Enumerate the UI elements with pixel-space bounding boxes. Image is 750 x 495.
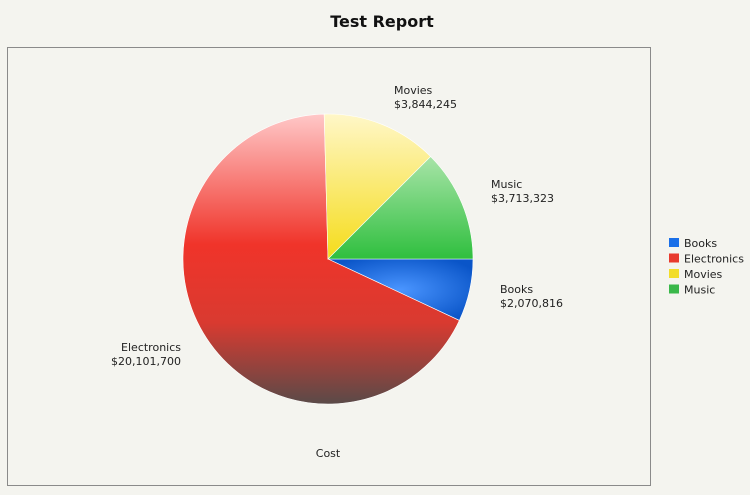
data-label-category-books: Books bbox=[500, 283, 533, 296]
data-label-value-books: $2,070,816 bbox=[500, 297, 563, 310]
data-label-category-music: Music bbox=[491, 178, 522, 191]
pie-slice-music bbox=[327, 156, 474, 260]
legend-swatch-movies bbox=[669, 269, 679, 278]
data-label-value-movies: $3,844,245 bbox=[394, 98, 457, 111]
legend-swatch-music bbox=[669, 284, 679, 294]
data-label-value-electronics: $20,101,700 bbox=[111, 355, 181, 368]
legend-label-books: Books bbox=[684, 237, 717, 250]
legend-swatch-electronics bbox=[669, 253, 679, 263]
x-axis-label: Cost bbox=[316, 447, 341, 460]
legend: Books Electronics Movies Music bbox=[669, 237, 744, 297]
pie-slice-electronics bbox=[182, 113, 460, 405]
legend-label-electronics: Electronics bbox=[684, 253, 744, 266]
data-label-category-electronics: Electronics bbox=[121, 341, 181, 354]
legend-label-movies: Movies bbox=[684, 268, 723, 281]
legend-label-music: Music bbox=[684, 284, 715, 297]
data-label-value-music: $3,713,323 bbox=[491, 192, 554, 205]
pie-data-labels: Books$2,070,816 Electronics$20,101,700 Mov… bbox=[111, 84, 563, 368]
pie-slices bbox=[182, 113, 474, 405]
data-label-category-movies: Movies bbox=[394, 84, 433, 97]
legend-swatch-books bbox=[669, 238, 679, 247]
pie-slice-movies bbox=[323, 113, 432, 260]
chart-title: Test Report bbox=[330, 12, 434, 31]
